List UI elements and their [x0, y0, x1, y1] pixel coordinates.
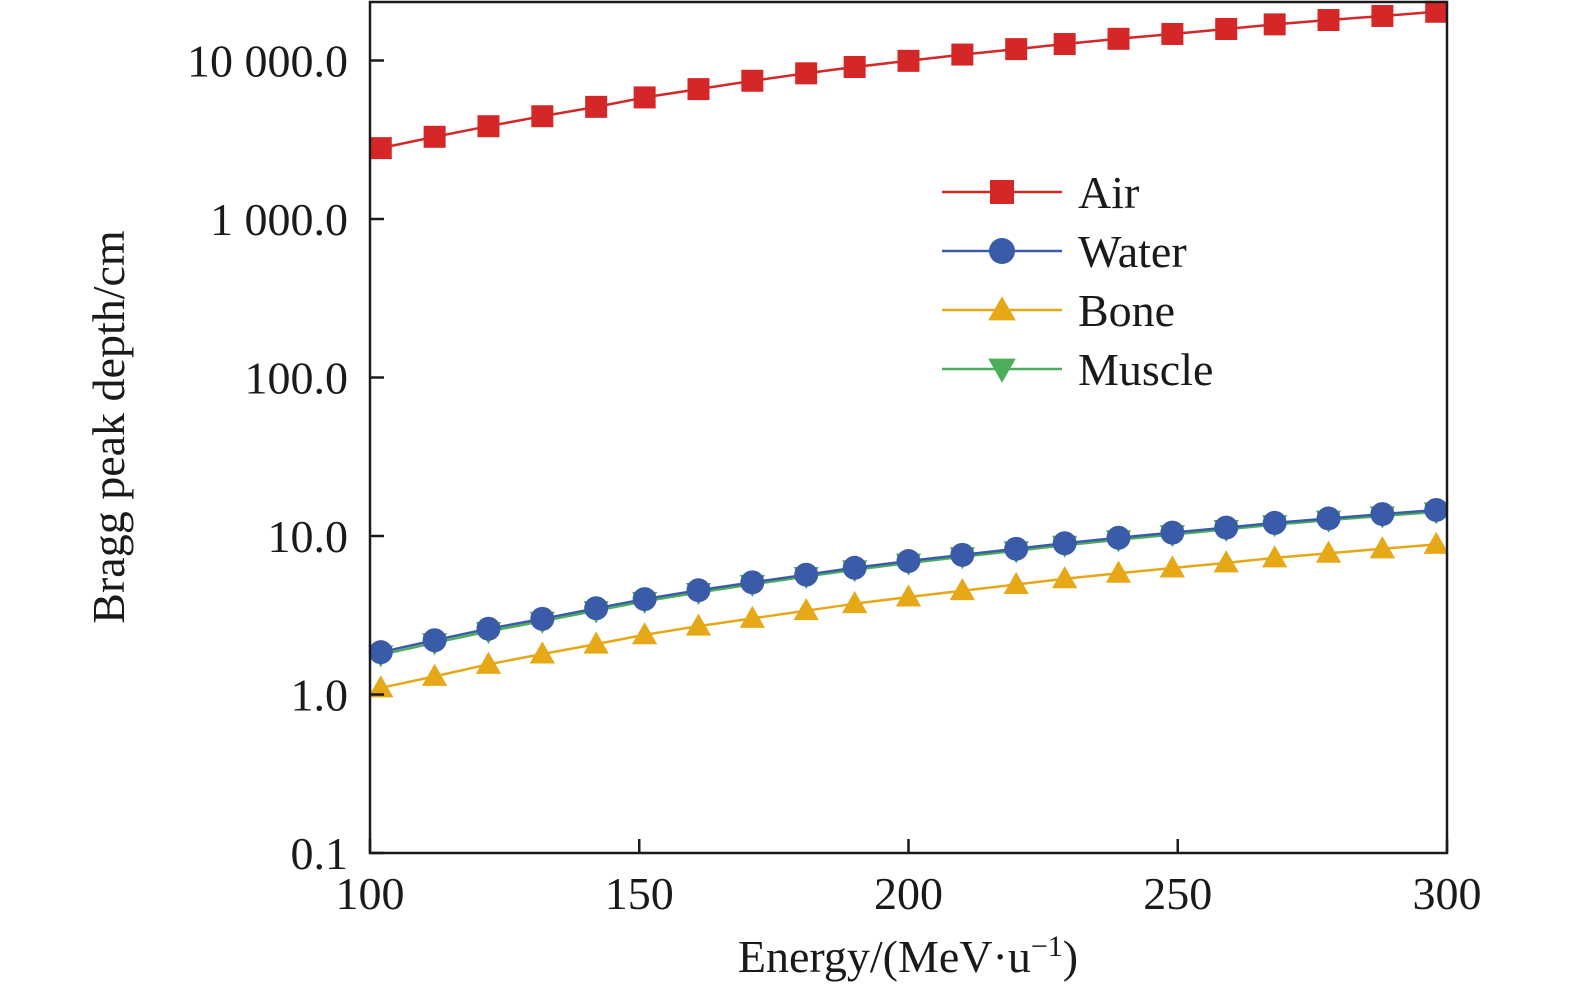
- x-tick-label: 200: [874, 868, 943, 919]
- data-point-water: [368, 640, 393, 665]
- data-point-air: [687, 78, 710, 101]
- data-point-bone: [1213, 550, 1239, 573]
- data-point-bone: [1262, 545, 1288, 568]
- legend-marker-muscle: [988, 358, 1016, 383]
- data-point-water: [1160, 520, 1185, 545]
- data-point-bone: [895, 584, 922, 607]
- data-point-air: [795, 62, 818, 85]
- data-point-water: [530, 606, 555, 631]
- legend-item-bone: Bone: [942, 285, 1175, 336]
- data-point-water: [632, 587, 657, 612]
- data-point-water: [740, 570, 765, 595]
- x-tick-label: 100: [336, 868, 405, 919]
- data-point-air: [843, 55, 866, 78]
- data-point-bone: [529, 641, 555, 664]
- data-point-bone: [1052, 566, 1078, 589]
- data-point-air: [585, 95, 608, 118]
- data-point-air: [897, 49, 920, 72]
- data-point-air: [1005, 38, 1028, 61]
- legend-item-water: Water: [942, 226, 1187, 277]
- series-bone: [368, 531, 1449, 698]
- axes-layer: 100 150 200 250 300 0.1 1.0 10.0 100.0 1 000.0 10 …: [187, 36, 1482, 920]
- legend: Air Water Bone Muscle: [942, 167, 1213, 395]
- legend-marker-air: [990, 180, 1014, 204]
- data-point-water: [1004, 536, 1029, 561]
- x-axis-title-text: Energy/(MeV·u: [738, 931, 1031, 982]
- data-point-bone: [949, 578, 975, 601]
- legend-item-muscle: Muscle: [942, 344, 1213, 395]
- data-point-air: [1371, 4, 1394, 27]
- series-air: [369, 0, 1448, 160]
- data-point-bone: [1423, 531, 1449, 554]
- data-point-water: [422, 628, 447, 653]
- data-point-air: [1107, 27, 1130, 50]
- y-tick-label: 1 000.0: [210, 194, 348, 245]
- data-point-air: [1263, 13, 1286, 36]
- data-point-bone: [842, 591, 868, 614]
- data-point-air: [951, 43, 974, 66]
- data-point-bone: [631, 622, 658, 645]
- data-point-bone: [421, 663, 448, 686]
- data-point-bone: [1105, 560, 1132, 583]
- data-point-water: [1052, 531, 1077, 556]
- data-point-air: [477, 115, 500, 138]
- data-point-bone: [583, 631, 609, 654]
- data-point-water: [1370, 502, 1395, 527]
- data-point-water: [476, 616, 501, 641]
- data-point-bone: [793, 598, 819, 621]
- data-point-air: [741, 69, 764, 92]
- data-point-water: [1106, 525, 1131, 550]
- data-point-water: [1316, 506, 1341, 531]
- data-point-air: [531, 105, 554, 128]
- data-point-air: [1425, 0, 1448, 23]
- data-point-water: [1214, 515, 1239, 540]
- data-point-water: [842, 555, 867, 580]
- x-tick-label: 250: [1143, 868, 1212, 919]
- data-point-water: [1262, 510, 1287, 535]
- legend-marker-bone: [988, 296, 1016, 321]
- data-point-bone: [1369, 536, 1396, 559]
- y-tick-label: 1.0: [291, 670, 349, 721]
- data-point-air: [1053, 33, 1076, 56]
- data-point-air: [423, 125, 446, 148]
- data-point-bone: [368, 675, 394, 698]
- legend-label-muscle: Muscle: [1078, 344, 1213, 395]
- data-point-bone: [1159, 555, 1186, 578]
- series-layer: [368, 0, 1449, 698]
- y-axis-title: Bragg peak depth/cm: [83, 230, 134, 624]
- data-point-water: [896, 549, 921, 574]
- data-point-water: [950, 542, 975, 567]
- legend-item-air: Air: [942, 167, 1139, 218]
- series-water: [368, 497, 1449, 665]
- data-point-water: [1424, 497, 1449, 522]
- data-point-air: [633, 86, 656, 109]
- legend-label-air: Air: [1078, 167, 1139, 218]
- data-point-air: [369, 137, 392, 160]
- y-tick-label: 10 000.0: [187, 36, 348, 87]
- data-point-bone: [1315, 540, 1342, 563]
- legend-label-bone: Bone: [1078, 285, 1175, 336]
- data-point-water: [794, 562, 819, 587]
- data-point-water: [584, 596, 609, 621]
- data-point-air: [1161, 22, 1184, 45]
- data-point-bone: [739, 605, 765, 628]
- data-point-bone: [475, 651, 502, 674]
- data-point-bone: [685, 613, 712, 636]
- x-tick-label: 300: [1413, 868, 1482, 919]
- y-tick-label: 0.1: [291, 828, 349, 879]
- data-point-air: [1317, 9, 1340, 32]
- data-point-bone: [1003, 571, 1029, 595]
- y-tick-label: 100.0: [245, 353, 349, 404]
- data-point-water: [686, 578, 711, 603]
- x-axis-title-superscript: −1: [1031, 930, 1063, 963]
- legend-label-water: Water: [1078, 226, 1187, 277]
- y-tick-label: 10.0: [268, 511, 349, 562]
- data-point-air: [1215, 18, 1238, 41]
- x-tick-label: 150: [605, 868, 674, 919]
- x-axis-title-end: ): [1063, 931, 1078, 982]
- legend-marker-water: [989, 238, 1015, 264]
- x-axis-title: Energy/(MeV·u−1): [738, 930, 1078, 982]
